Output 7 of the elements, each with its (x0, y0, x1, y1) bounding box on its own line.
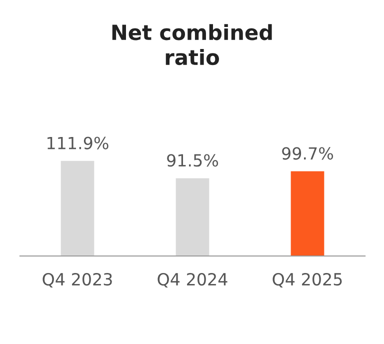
data-label: 91.5% (167, 154, 218, 167)
x-tick-label: Q4 2024 (158, 272, 228, 288)
data-label: 99.7% (282, 147, 334, 160)
x-tick-label: Q4 2025 (272, 272, 342, 288)
data-label: 111.9% (48, 136, 108, 150)
x-tick-label: Q4 2023 (42, 272, 112, 288)
chart-title: Net combined ratio (112, 24, 272, 66)
